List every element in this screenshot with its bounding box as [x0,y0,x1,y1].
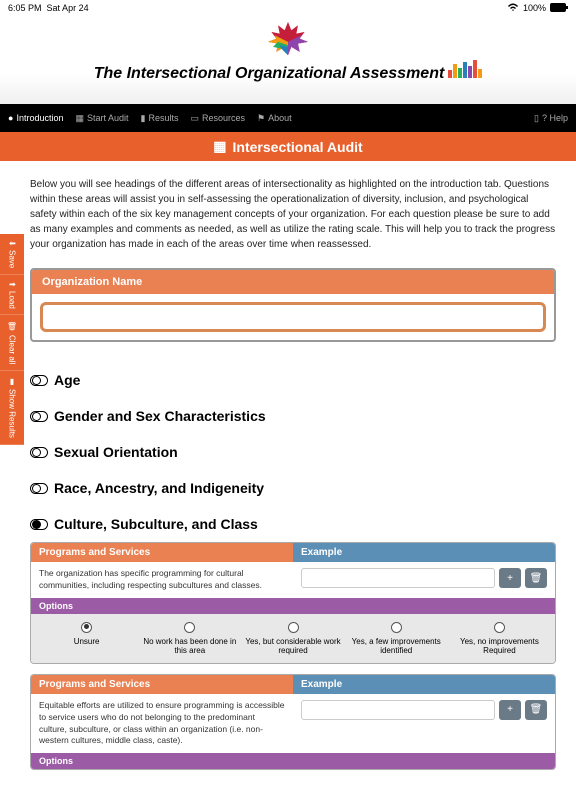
options-header: Options [31,598,555,614]
toggle-icon [30,411,48,422]
category-gender-and-sex-characteristics[interactable]: Gender and Sex Characteristics [30,398,556,434]
side-tab-load[interactable]: ⬆Load [0,275,24,316]
status-bar: 6:05 PM Sat Apr 24 100% [0,0,576,16]
question-text: Equitable efforts are utilized to ensure… [31,694,293,754]
battery-icon [550,3,568,14]
status-time: 6:05 PM [8,3,42,13]
toggle-icon [30,483,48,494]
option: Yes, a few improvements identified [345,622,448,655]
example-header: Example [293,543,555,562]
radio[interactable] [184,622,195,633]
option: Yes, no improvements Required [448,622,551,655]
org-name-section: Organization Name [30,268,556,342]
nav-item-about[interactable]: ⚑About [257,113,292,124]
category-race-ancestry-and-indigeneity[interactable]: Race, Ancestry, and Indigeneity [30,470,556,506]
options-row: UnsureNo work has been done in this area… [31,614,555,663]
book-icon: ▯ [534,113,539,124]
radio[interactable] [494,622,505,633]
add-button[interactable]: + [499,700,521,720]
category-sexual-orientation[interactable]: Sexual Orientation [30,434,556,470]
delete-button[interactable]: 🗑 [525,700,547,720]
nav-item-resources[interactable]: ▭Resources [190,113,245,124]
category-culture-subculture-and-class[interactable]: Culture, Subculture, and Class [30,506,556,542]
example-header: Example [293,675,555,694]
side-tab-clear-all[interactable]: 🗑Clear all [0,315,24,371]
nav-icon: ● [8,113,13,123]
question-text: The organization has specific programmin… [31,562,293,598]
nav-bar: ●Introduction ▦Start Audit ▮Results ▭Resour… [0,104,576,132]
side-tab-show-results[interactable]: ▮Show Results [0,371,24,445]
section-header: Programs and Services [31,675,293,694]
maple-leaf-logo [263,20,313,58]
question-card: Programs and ServicesEquitable efforts a… [30,674,556,771]
wifi-icon [507,3,519,14]
question-card: Programs and ServicesThe organization ha… [30,542,556,664]
options-header: Options [31,753,555,769]
toggle-icon [30,519,48,530]
radio[interactable] [81,622,92,633]
intro-text: Below you will see headings of the diffe… [30,177,556,252]
nav-item-introduction[interactable]: ●Introduction [8,113,63,124]
page-banner: ▦ Intersectional Audit [0,132,576,161]
org-name-label: Organization Name [32,270,554,294]
nav-help[interactable]: ▯? Help [534,113,568,124]
nav-icon: ⚑ [257,113,265,124]
nav-item-start-audit[interactable]: ▦Start Audit [75,113,128,124]
status-date: Sat Apr 24 [47,3,89,13]
nav-icon: ▭ [190,113,199,124]
toggle-icon [30,447,48,458]
app-header: The Intersectional Organizational Assess… [0,16,576,104]
section-header: Programs and Services [31,543,293,562]
battery-pct: 100% [523,3,546,13]
example-input[interactable] [301,568,495,588]
example-input[interactable] [301,700,495,720]
radio[interactable] [288,622,299,633]
option: No work has been done in this area [138,622,241,655]
side-tabs: ⬇Save⬆Load🗑Clear all▮Show Results [0,234,24,445]
option: Unsure [35,622,138,655]
side-tab-save[interactable]: ⬇Save [0,234,24,275]
nav-item-results[interactable]: ▮Results [141,113,179,124]
toggle-icon [30,375,48,386]
option: Yes, but considerable work required [241,622,344,655]
radio[interactable] [391,622,402,633]
add-button[interactable]: + [499,568,521,588]
nav-icon: ▦ [75,113,84,124]
form-icon: ▦ [213,138,226,155]
delete-button[interactable]: 🗑 [525,568,547,588]
category-age[interactable]: Age [30,362,556,398]
org-name-input[interactable] [40,302,546,332]
nav-icon: ▮ [141,113,146,124]
